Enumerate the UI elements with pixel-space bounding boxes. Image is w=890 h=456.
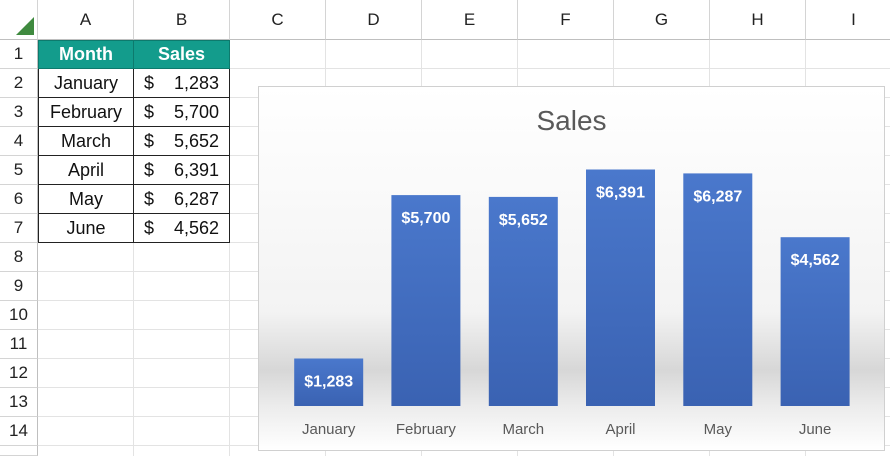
row-header-10[interactable]: 10 <box>0 301 38 330</box>
row-header-14[interactable]: 14 <box>0 417 38 446</box>
row-header-6[interactable]: 6 <box>0 185 38 214</box>
bar-april[interactable] <box>586 169 655 407</box>
row-header-12[interactable]: 12 <box>0 359 38 388</box>
category-tick-label: June <box>799 421 832 438</box>
row-header-2[interactable]: 2 <box>0 69 38 98</box>
column-header-g[interactable]: G <box>614 0 710 40</box>
column-header-b[interactable]: B <box>134 0 230 40</box>
cell-sales[interactable]: $1,283 <box>133 69 230 98</box>
row-header-5[interactable]: 5 <box>0 156 38 185</box>
sales-chart[interactable]: Sales $1,283 January $5,700 February $5,652 M… <box>258 86 885 451</box>
cell-sales[interactable]: $5,700 <box>133 98 230 127</box>
data-label: $5,652 <box>499 212 548 229</box>
chart-plot-area: $1,283 January $5,700 February $5,652 March $6… <box>294 169 850 438</box>
category-tick-label: January <box>302 421 356 438</box>
sales-value: 6,287 <box>173 188 219 209</box>
row-header-1[interactable]: 1 <box>0 40 38 69</box>
column-header-a[interactable]: A <box>38 0 134 40</box>
data-label: $5,700 <box>401 210 450 227</box>
cell-month[interactable]: April <box>38 156 134 185</box>
cell-sales[interactable]: $4,562 <box>133 214 230 243</box>
bar-february[interactable] <box>391 195 461 406</box>
bar-march[interactable] <box>488 196 558 406</box>
row-header-4[interactable]: 4 <box>0 127 38 156</box>
bar-may[interactable] <box>683 173 753 406</box>
category-tick-label: March <box>502 421 544 438</box>
cell-a1-month-header[interactable]: Month <box>38 40 134 69</box>
chart-title[interactable]: Sales <box>536 105 607 136</box>
gridline <box>133 40 134 456</box>
sales-value: 4,562 <box>173 217 219 238</box>
row-header-11[interactable]: 11 <box>0 330 38 359</box>
data-label: $4,562 <box>791 252 840 269</box>
cell-month[interactable]: March <box>38 127 134 156</box>
column-header-d[interactable]: D <box>326 0 422 40</box>
gridline <box>38 68 890 69</box>
gridline <box>229 40 230 456</box>
bar-january[interactable] <box>294 358 364 407</box>
sales-value: 6,391 <box>173 159 219 180</box>
data-label: $1,283 <box>304 374 353 391</box>
currency-symbol: $ <box>144 217 155 238</box>
row-header-9[interactable]: 9 <box>0 272 38 301</box>
sales-value: 5,652 <box>173 130 219 151</box>
category-tick-label: April <box>605 421 635 438</box>
cell-sales[interactable]: $6,391 <box>133 156 230 185</box>
cell-sales[interactable]: $6,287 <box>133 185 230 214</box>
currency-symbol: $ <box>144 101 155 122</box>
column-header-c[interactable]: C <box>230 0 326 40</box>
select-all-corner[interactable] <box>0 0 38 40</box>
cell-month[interactable]: February <box>38 98 134 127</box>
select-all-triangle-icon <box>16 17 34 35</box>
currency-symbol: $ <box>144 72 155 93</box>
sales-value: 5,700 <box>173 101 219 122</box>
cell-b1-sales-header[interactable]: Sales <box>133 40 230 69</box>
bar-june[interactable] <box>780 237 850 406</box>
row-header-8[interactable]: 8 <box>0 243 38 272</box>
data-label: $6,287 <box>693 188 742 205</box>
category-tick-label: May <box>704 421 733 438</box>
row-header-13[interactable]: 13 <box>0 388 38 417</box>
currency-symbol: $ <box>144 159 155 180</box>
row-header-3[interactable]: 3 <box>0 98 38 127</box>
currency-symbol: $ <box>144 130 155 151</box>
currency-symbol: $ <box>144 188 155 209</box>
row-header-7[interactable]: 7 <box>0 214 38 243</box>
row-header-partial[interactable] <box>0 446 38 456</box>
cell-sales[interactable]: $5,652 <box>133 127 230 156</box>
category-tick-label: February <box>396 421 457 438</box>
cell-month[interactable]: January <box>38 69 134 98</box>
cell-month[interactable]: May <box>38 185 134 214</box>
column-header-f[interactable]: F <box>518 0 614 40</box>
cell-month[interactable]: June <box>38 214 134 243</box>
column-header-e[interactable]: E <box>422 0 518 40</box>
column-header-h[interactable]: H <box>710 0 806 40</box>
sales-value: 1,283 <box>173 72 219 93</box>
data-label: $6,391 <box>596 185 645 202</box>
column-header-i[interactable]: I <box>806 0 890 40</box>
